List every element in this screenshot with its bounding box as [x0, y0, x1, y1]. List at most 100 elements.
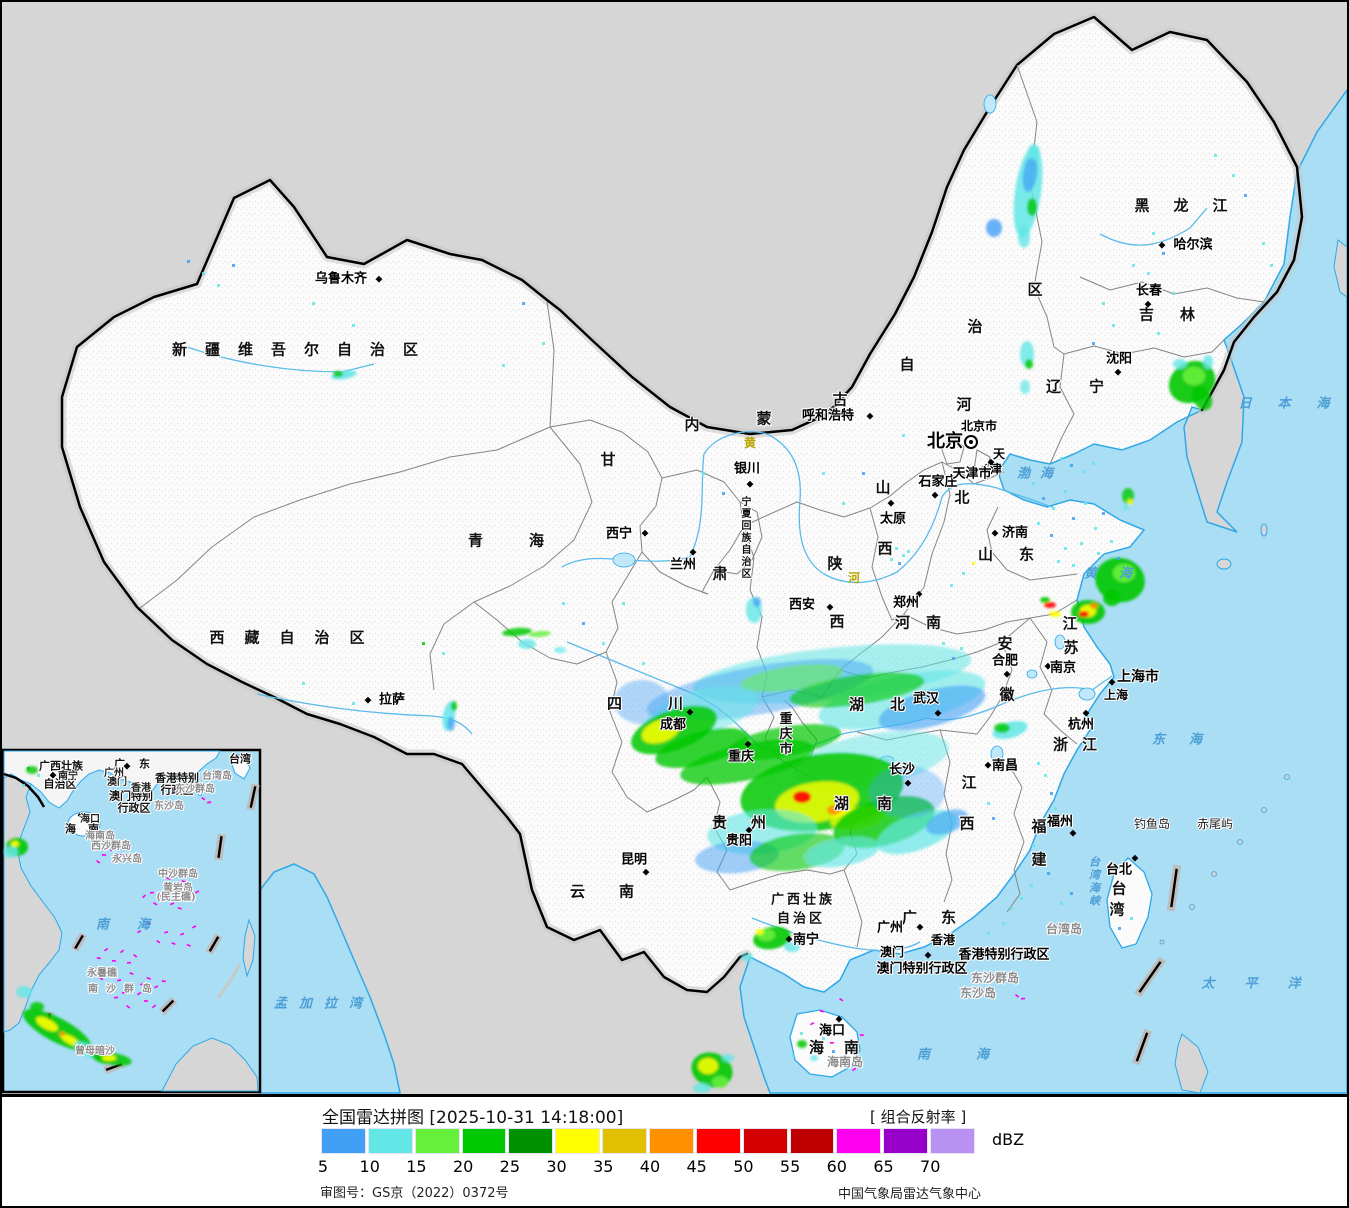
scale-value: 40 — [639, 1157, 661, 1176]
map-label: 孟加拉湾 — [273, 996, 375, 1012]
city-label: 南昌 — [991, 758, 1019, 774]
map-label: 钓鱼岛 — [1133, 817, 1171, 831]
map-label: 香港特别行政区 — [958, 947, 1050, 963]
city-marker: ◆ — [1082, 708, 1090, 719]
map-label: 山 — [875, 478, 891, 497]
city-label: 呼和浩特 — [801, 408, 855, 424]
city-label: 沈阳 — [1105, 351, 1133, 367]
scale-value: 50 — [733, 1157, 754, 1176]
reef-marks — [96, 796, 1026, 1072]
map-label: 东海 — [1151, 732, 1227, 748]
city-marker: ◆ — [375, 274, 383, 285]
city-label: 石家庄 — [918, 474, 958, 490]
city-marker: ◆ — [785, 934, 793, 945]
map-label: 太平洋 — [1201, 976, 1331, 992]
ryukyu-islands — [1159, 774, 1290, 945]
scale-value: 10 — [359, 1157, 380, 1176]
city-marker: ◆ — [915, 589, 923, 600]
map-label: 贵州 — [711, 813, 791, 832]
map-label: 自治区 — [776, 911, 826, 927]
map-label: 四川 — [606, 694, 730, 713]
city-marker: ◆ — [835, 1014, 843, 1025]
map-label: 澳门特别行政区 — [876, 961, 968, 977]
city-label: 海口 — [818, 1023, 846, 1039]
city-marker: ◆ — [1158, 240, 1166, 251]
map-label: 海南岛 — [826, 1055, 864, 1069]
city-label: 杭州 — [1067, 717, 1095, 733]
map-label: 行政区 — [160, 783, 194, 797]
city-label: 长春 — [1135, 283, 1163, 299]
city-marker: ◆ — [1131, 853, 1139, 864]
city-marker: ◆ — [1144, 299, 1152, 310]
map-label: 河南 — [894, 613, 958, 632]
city-marker: ◆ — [49, 770, 57, 781]
map-label: 河 — [847, 571, 861, 585]
city-label: 西宁 — [605, 526, 633, 542]
lakes — [612, 94, 1096, 765]
bay-of-bengal — [259, 863, 401, 1094]
taiwan-island — [1106, 857, 1153, 949]
city-label: 南宁 — [792, 932, 820, 948]
map-label: 南海 — [95, 917, 179, 933]
china-radar-map: 新疆维吾尔自治区 西藏自治区 青海甘肃内蒙古自治区黑龙江 吉林 辽宁河北山西山东 河南陕西… — [2, 2, 1347, 1097]
city-marker: ◆ — [746, 479, 754, 490]
scale-value: 25 — [499, 1157, 521, 1176]
east-sea — [739, 88, 1347, 1094]
map-label: 东沙岛 — [959, 986, 997, 1000]
city-marker: ◆ — [916, 922, 924, 933]
map-label: 台湾岛 — [202, 771, 232, 782]
colorbar-cell-25 — [508, 1128, 554, 1154]
map-label: 曾母暗沙 — [75, 1046, 115, 1057]
map-label: 吉林 — [1138, 305, 1222, 324]
city-marker: ◆ — [934, 708, 942, 719]
map-label: 福 — [1031, 817, 1047, 836]
map-label: 海南 — [65, 822, 111, 836]
credit-label: 中国气象局雷达气象中心 — [838, 1187, 982, 1202]
map-label: 宁夏回族自治区 — [739, 496, 750, 580]
map-label: 上海 — [1103, 688, 1129, 702]
map-label: 广东 — [901, 908, 981, 927]
city-marker: ◆ — [744, 739, 752, 750]
map-label: 湖北 — [848, 695, 932, 714]
city-label: 成都 — [659, 717, 687, 733]
map-label: 河 — [956, 395, 972, 414]
map-label: 江 — [1062, 614, 1078, 633]
colorbar-cell-45 — [695, 1128, 741, 1154]
map-label: 北京市 — [960, 419, 998, 433]
map-label: 东沙岛 — [154, 801, 184, 812]
map-label: 台湾岛 — [1045, 922, 1083, 936]
colorbar-cell-65 — [883, 1128, 929, 1154]
radar-echo-layer — [4, 144, 1273, 1093]
map-label: 湖南 — [833, 794, 921, 813]
map-label: 澳门 — [107, 777, 127, 788]
city-label: 天津市 — [952, 466, 992, 482]
city-label: 南京 — [1049, 660, 1077, 676]
map-label: 台湾海峡 — [1087, 856, 1101, 908]
national-border — [60, 15, 1304, 994]
map-label: 浙江 — [1052, 735, 1112, 754]
map-label: 陕 — [827, 554, 843, 573]
city-marker: ◆ — [641, 528, 649, 539]
basemap — [2, 2, 1347, 1094]
map-label: 广西壮族 — [39, 759, 83, 773]
city-label: 太原 — [879, 511, 907, 527]
city-label: 广州 — [876, 920, 904, 936]
map-label: 西沙群岛 — [91, 841, 131, 852]
map-label: 西藏自治区 — [209, 628, 385, 647]
colorbar-cell-40 — [649, 1128, 694, 1154]
city-label: 福州 — [1046, 814, 1074, 830]
map-label: 西 — [959, 814, 975, 833]
map-label: 甘 — [600, 450, 616, 469]
product-name: [ 组合反射率 ] — [870, 1108, 967, 1126]
map-label: 蒙 — [756, 409, 772, 428]
map-label: 澳门 — [879, 945, 905, 959]
map-label: 肃 — [712, 564, 728, 583]
city-marker: ◆ — [123, 761, 131, 772]
map-label: 自治区 — [43, 777, 77, 791]
hainan-island — [789, 1009, 861, 1078]
map-label: 海南 — [808, 1038, 880, 1057]
map-label: 东沙群岛 — [175, 784, 215, 795]
legend-panel: 全国雷达拼图 [2025-10-31 14:18:00] [ 组合反射率 ] 5… — [2, 1097, 1347, 1206]
map-label: 黄海 — [1083, 566, 1155, 582]
